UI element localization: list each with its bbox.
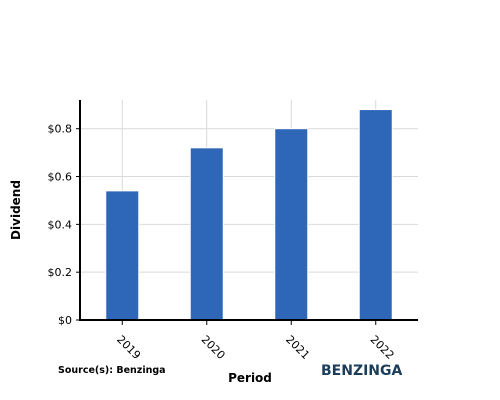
y-tick-label: $0.2 <box>48 266 73 279</box>
bar-2022 <box>358 109 393 321</box>
x-tick-label: 2022 <box>368 333 397 362</box>
x-tick-labels: 2019 2020 2021 2022 <box>114 333 396 362</box>
source-note: Source(s): Benzinga <box>58 365 166 376</box>
bar-2021 <box>274 128 309 321</box>
y-tick-label: $0 <box>58 314 72 327</box>
bars <box>105 109 393 321</box>
bar-2020 <box>189 147 224 321</box>
x-tick-label: 2020 <box>199 333 228 362</box>
axes <box>76 100 418 325</box>
y-tick-labels: $0 $0.2 $0.4 $0.6 $0.8 <box>48 123 73 327</box>
y-tick-label: $0.8 <box>48 123 73 136</box>
x-tick-label: 2021 <box>283 333 312 362</box>
y-tick-label: $0.4 <box>48 218 73 231</box>
y-axis-title: Dividend <box>9 180 23 240</box>
bar-2019 <box>105 190 140 321</box>
x-axis-title: Period <box>228 371 272 385</box>
x-tick-label: 2019 <box>114 333 143 362</box>
y-tick-label: $0.6 <box>48 171 73 184</box>
benzinga-logo: BENZINGA <box>321 363 403 379</box>
